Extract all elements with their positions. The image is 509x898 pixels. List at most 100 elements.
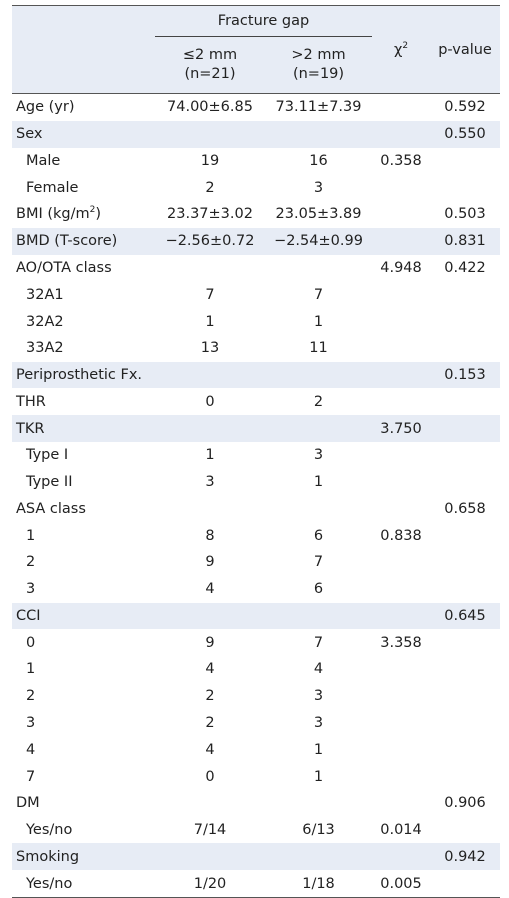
cell-gt2: 1 [313,768,324,785]
cell-gt2: 6 [313,581,324,598]
cell-le2: 9 [205,554,215,571]
cell-chi2 [372,174,430,201]
cell-p [430,710,500,737]
cell-chi2 [372,335,430,362]
cell-p [430,683,500,710]
row-label: THR [16,393,46,410]
sub-row: 7 0 1 [12,763,500,790]
row-label: TKR [16,420,45,437]
cell-chi2 [372,362,430,389]
row-label: Yes/no [26,822,73,839]
sub-row: Male 19 16 0.358 [12,148,500,175]
label-text: BMI (kg/m [16,206,90,223]
cell-le2: 7/14 [193,822,227,839]
cell-chi2 [372,469,430,496]
sub-row: 1 4 4 [12,656,500,683]
cell-le2: 9 [205,634,215,651]
cell-chi2 [372,790,430,817]
row-label: BMI (kg/m2) [12,201,155,228]
sub-row: Type I 1 3 [12,442,500,469]
sub-row: 2 2 3 [12,683,500,710]
cell-le2: 1 [205,313,215,330]
cell-p [430,549,500,576]
row-label: Yes/no [26,875,73,892]
sub-row: 2 9 7 [12,549,500,576]
row-label: 1 [26,527,36,544]
cell-p [430,281,500,308]
chi-sup: 2 [402,40,409,51]
table-body: Age (yr) 74.00±6.85 73.11±7.39 0.592 Sex 0.55… [12,94,501,898]
chi2-header: χ2 [372,6,430,94]
group-row: CCI 0.645 [12,602,501,630]
row-label: BMD (T-score) [16,233,118,250]
cell-le2 [155,603,265,630]
cell-chi2: 3.358 [380,634,422,651]
cell-le2: 2 [205,179,215,196]
cell-gt2: 3 [313,179,324,196]
sub-row: 1 8 6 0.838 [12,522,500,549]
group-row: BMI (kg/m2) 23.37±3.02 23.05±3.89 0.503 [12,201,500,228]
row-label: 2 [26,554,36,571]
cell-gt2: 6/13 [302,822,335,839]
cell-chi2: 0.358 [380,152,422,169]
cell-p [430,335,500,362]
cell-p [430,469,500,496]
sub-row: 33A2 13 11 [12,335,500,362]
sub-row: 0 9 7 3.358 [12,629,500,656]
cell-p: 0.153 [444,367,486,384]
cell-gt2: 1/18 [302,875,335,892]
cell-le2: 2 [205,714,215,731]
group-row: Sex 0.550 [12,120,501,148]
cell-le2 [155,121,265,148]
cell-p: 0.503 [444,206,486,223]
cell-p [430,415,500,442]
group-row: Smoking 0.942 [12,843,501,871]
cell-gt2: 11 [309,340,328,357]
cell-gt2: 7 [313,554,324,571]
cell-gt2: 7 [313,634,324,651]
cell-gt2: 3 [313,688,324,705]
row-label: Age (yr) [16,99,75,116]
header-empty [12,6,155,94]
cell-gt2: −2.54±0.99 [274,233,363,250]
cell-gt2: 7 [313,286,324,303]
cell-le2: 4 [205,741,215,758]
row-label: Type I [26,447,69,464]
cell-le2: 13 [200,340,220,357]
cell-chi2 [372,603,430,630]
cell-chi2 [372,710,430,737]
cell-chi2 [372,549,430,576]
cell-gt2: 4 [313,661,324,678]
cell-gt2 [265,255,372,282]
row-label: Female [26,179,79,196]
cell-p: 0.906 [444,795,486,812]
row-label: ASA class [16,500,86,517]
row-label: 2 [26,688,36,705]
cell-chi2 [372,843,430,870]
sub-row: Yes/no 7/14 6/13 0.014 [12,817,500,844]
cell-p: 0.942 [444,848,486,865]
row-label: 32A1 [26,286,64,303]
label-after: ) [95,206,102,223]
cell-le2: 4 [205,661,215,678]
cell-p: 0.831 [444,233,486,250]
cell-chi2: 4.948 [380,259,422,276]
cell-le2 [155,495,265,522]
cell-chi2 [372,495,430,522]
col-le2: ≤2 mm (n=21) [155,37,265,94]
sub-row: Type II 3 1 [12,469,500,496]
sub-row: 3 4 6 [12,576,500,603]
row-label: 32A2 [26,313,64,330]
group-row: TKR 3.750 [12,415,501,442]
cell-le2: −2.56±0.72 [165,233,255,250]
cell-le2: 8 [205,527,215,544]
row-label: Male [26,152,61,169]
col-n: (n=21) [184,66,236,82]
cell-gt2: 23.05±3.89 [275,206,362,223]
group-row: AO/OTA class 4.948 0.422 [12,255,500,282]
row-label: 4 [26,741,36,758]
row-label: DM [16,795,40,812]
cell-gt2: 1 [313,474,324,491]
cell-p [430,308,500,335]
